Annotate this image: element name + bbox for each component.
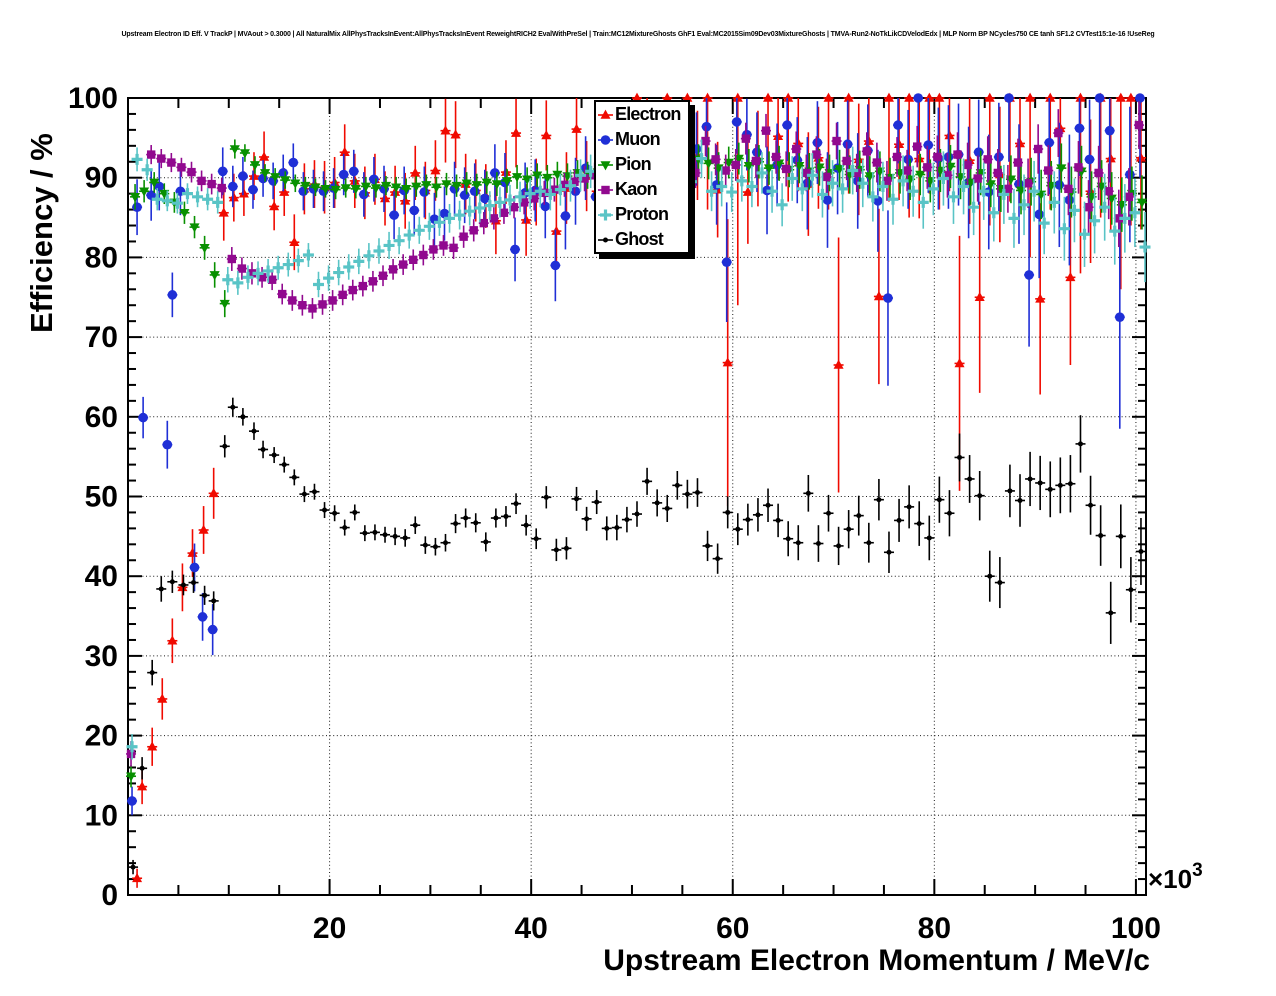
ghost-marker-icon	[598, 237, 613, 242]
y-tick-label: 90	[85, 162, 118, 195]
muon-marker-icon	[598, 134, 613, 145]
y-tick-label: 70	[85, 321, 118, 354]
legend-label: Kaon	[615, 179, 658, 199]
y-tick-label: 20	[85, 720, 118, 753]
x-tick-label: 100	[1111, 912, 1161, 945]
x-tick-label: 80	[918, 912, 951, 945]
legend-label: Ghost	[615, 229, 664, 249]
legend-item-ghost: Ghost	[596, 227, 688, 252]
legend-item-electron: Electron	[596, 102, 688, 127]
legend-label: Electron	[615, 104, 681, 124]
y-tick-label: 60	[85, 401, 118, 434]
proton-marker-icon	[598, 209, 613, 220]
y-tick-labels: 0 10 20 30 40 50 60 70 80 90 100	[68, 82, 118, 912]
series-proton	[126, 139, 1151, 760]
legend-item-kaon: Kaon	[596, 177, 688, 202]
plot-title: Upstream Electron ID Eff. V TrackP | MVA…	[121, 31, 1155, 38]
y-axis-title: Efficiency / %	[24, 133, 59, 333]
kaon-marker-icon	[598, 185, 613, 194]
legend: Electron Muon Pion Kaon Proton Ghost	[594, 100, 690, 254]
y-tick-label: 30	[85, 640, 118, 673]
electron-marker-icon	[598, 109, 613, 119]
y-tick-label: 0	[101, 879, 118, 912]
y-tick-label: 40	[85, 560, 118, 593]
y-tick-label: 10	[85, 799, 118, 832]
legend-item-proton: Proton	[596, 202, 688, 227]
legend-label: Pion	[615, 154, 652, 174]
x-tick-labels: 20 40 60 80 100	[313, 912, 1161, 945]
pion-marker-icon	[598, 160, 613, 170]
x-tick-label: 60	[716, 912, 749, 945]
x-tick-label: 40	[514, 912, 547, 945]
y-tick-label: 50	[85, 481, 118, 514]
x-axis-scale: ×103	[1148, 860, 1203, 894]
legend-label: Muon	[615, 129, 661, 149]
series-ghost	[128, 397, 1146, 875]
legend-item-pion: Pion	[596, 152, 688, 177]
legend-item-muon: Muon	[596, 127, 688, 152]
legend-label: Proton	[615, 204, 669, 224]
x-axis-title: Upstream Electron Momentum / MeV/c	[603, 944, 1150, 977]
x-tick-label: 20	[313, 912, 346, 945]
y-tick-label: 100	[68, 82, 118, 115]
y-tick-label: 80	[85, 241, 118, 274]
